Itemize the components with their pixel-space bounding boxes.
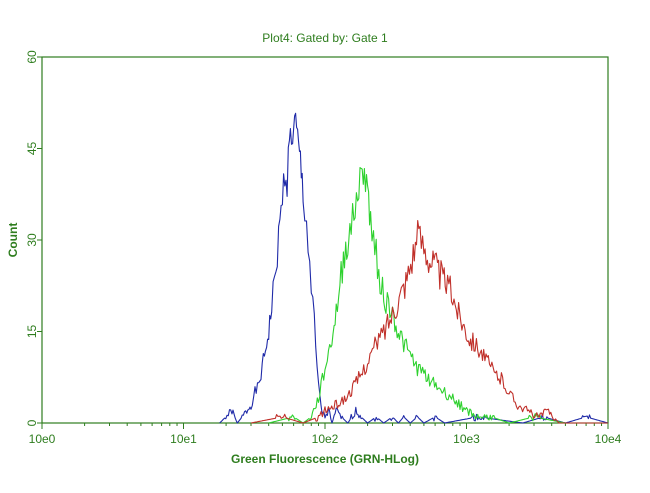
x-tick-label: 10e2 — [312, 432, 339, 446]
series-line-1 — [219, 112, 609, 424]
series-line-2 — [268, 167, 608, 424]
series-line-3 — [250, 219, 608, 424]
y-tick-label: 45 — [25, 142, 39, 156]
x-tick-label: 10e0 — [29, 432, 56, 446]
x-tick-label: 10e4 — [595, 432, 622, 446]
y-axis-label: Count — [6, 223, 20, 258]
y-tick-label: 0 — [25, 419, 39, 426]
y-tick-label: 30 — [25, 233, 39, 247]
y-tick-label: 60 — [25, 50, 39, 64]
x-tick-label: 10e1 — [170, 432, 197, 446]
x-axis-label: Green Fluorescence (GRN-HLog) — [231, 452, 419, 466]
chart-title: Plot4: Gated by: Gate 1 — [262, 31, 388, 45]
x-axis: 10e0 10e1 10e2 10e3 10e4 — [29, 423, 622, 446]
y-tick-label: 15 — [25, 325, 39, 339]
y-axis: 0 15 30 45 60 — [25, 50, 42, 426]
series-layer — [219, 112, 609, 424]
x-tick-label: 10e3 — [453, 432, 480, 446]
